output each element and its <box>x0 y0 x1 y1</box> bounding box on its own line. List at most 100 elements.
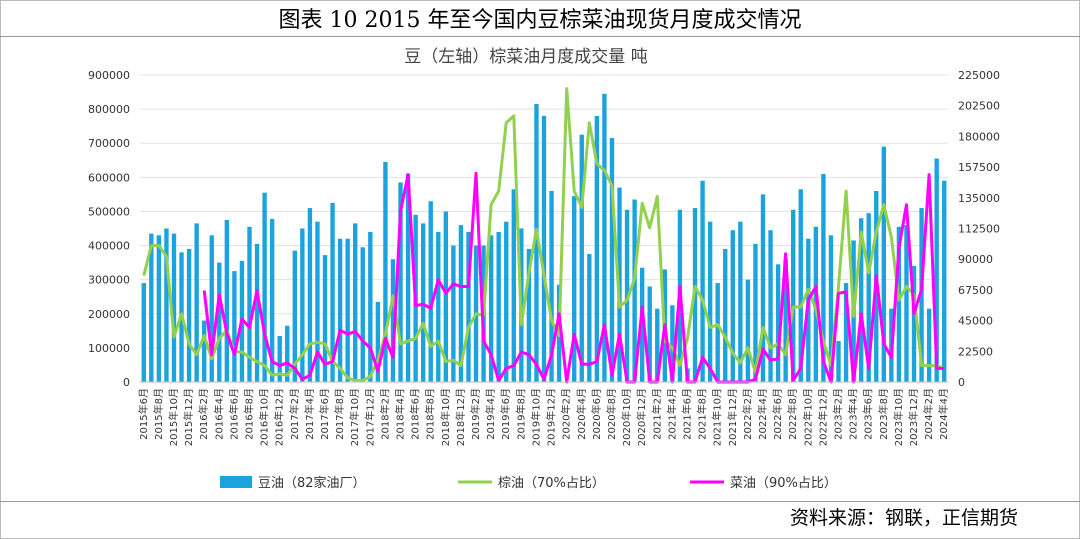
right-tick-label: 225000 <box>958 69 1000 82</box>
x-tick-label: 2022年6月 <box>771 388 784 440</box>
bar <box>254 243 260 382</box>
bar <box>436 231 441 382</box>
bar <box>285 325 290 382</box>
x-tick-label: 2016年4月 <box>212 388 225 440</box>
bar <box>760 194 766 382</box>
left-tick-label: 300000 <box>88 274 130 287</box>
bar <box>511 189 516 382</box>
x-tick-label: 2021年4月 <box>665 388 678 440</box>
x-tick-label: 2018年12月 <box>454 388 467 446</box>
legend-swatch-soybean <box>220 476 252 488</box>
bar <box>602 93 607 382</box>
legend-label-rapeseed: 菜油（90%占比） <box>730 476 837 491</box>
bar <box>496 231 501 382</box>
bar <box>375 301 381 382</box>
bar <box>526 248 532 382</box>
bar <box>707 221 713 382</box>
bar <box>881 146 887 382</box>
x-tick-label: 2015年12月 <box>182 388 195 446</box>
bar <box>322 255 328 382</box>
bar <box>821 173 826 382</box>
bar <box>307 208 313 382</box>
left-tick-label: 0 <box>123 376 130 389</box>
bar <box>723 248 728 382</box>
x-tick-label: 2017年2月 <box>288 388 301 440</box>
bar <box>579 134 584 382</box>
x-tick-label: 2016年6月 <box>227 388 240 440</box>
bar <box>738 221 743 382</box>
bar <box>904 225 909 382</box>
x-tick-label: 2022年8月 <box>786 388 799 440</box>
x-tick-label: 2022年2月 <box>741 388 754 440</box>
bar <box>647 286 652 382</box>
x-tick-label: 2018年6月 <box>409 388 422 440</box>
bar <box>534 103 539 382</box>
bar <box>360 247 365 382</box>
bar <box>655 308 660 382</box>
left-tick-label: 100000 <box>88 342 130 355</box>
x-tick-label: 2019年6月 <box>499 388 512 440</box>
x-tick-label: 2023年4月 <box>847 388 860 440</box>
right-tick-label: 157500 <box>958 161 1000 174</box>
rapeseed-oil-line <box>202 171 945 384</box>
bar <box>587 254 592 382</box>
bar <box>745 279 751 382</box>
bar <box>609 138 615 382</box>
title-divider <box>0 36 1080 37</box>
right-tick-label: 180000 <box>958 130 1000 143</box>
bar <box>942 180 947 382</box>
bar <box>572 196 577 382</box>
bar <box>504 221 509 382</box>
bar <box>353 223 358 382</box>
left-tick-label: 400000 <box>88 240 130 253</box>
x-tick-label: 2018年4月 <box>394 388 407 440</box>
bar <box>594 115 600 382</box>
x-tick-label: 2021年2月 <box>650 388 663 440</box>
bar <box>149 233 154 382</box>
bar <box>300 228 305 382</box>
x-tick-label: 2015年10月 <box>167 388 180 446</box>
bar <box>405 173 411 382</box>
x-tick-label: 2016年10月 <box>258 388 271 446</box>
right-tick-label: 90000 <box>958 253 993 266</box>
bar <box>730 230 735 382</box>
bar <box>232 271 237 382</box>
x-tick-label: 2016年2月 <box>197 388 210 440</box>
x-tick-label: 2022年12月 <box>816 388 829 446</box>
legend: 豆油（82家油厂） 棕油（70%占比） 菜油（90%占比） <box>220 475 837 491</box>
left-tick-label: 700000 <box>88 137 130 150</box>
bar <box>262 192 267 382</box>
bar <box>315 221 320 382</box>
legend-label-palm: 棕油（70%占比） <box>498 476 605 491</box>
bar <box>209 235 214 382</box>
x-tick-label: 2023年12月 <box>907 388 920 446</box>
bar <box>224 219 230 382</box>
bar <box>186 248 192 382</box>
x-tick-label: 2021年12月 <box>726 388 739 446</box>
x-tick-label: 2019年2月 <box>469 388 482 440</box>
bar <box>828 235 834 382</box>
bar <box>337 238 343 382</box>
left-tick-label: 800000 <box>88 103 130 116</box>
right-tick-label: 112500 <box>958 223 1000 236</box>
bar <box>171 233 177 382</box>
bar <box>715 283 720 382</box>
bar <box>330 202 335 382</box>
x-tick-label: 2017年8月 <box>333 388 346 440</box>
bar <box>466 231 471 382</box>
right-tick-label: 202500 <box>958 100 1000 113</box>
x-tick-label: 2019年10月 <box>529 388 542 446</box>
legend-label-soybean: 豆油（82家油厂） <box>258 475 366 491</box>
x-tick-label: 2023年10月 <box>892 388 905 446</box>
left-axis: 0 100000 200000 300000 400000 500000 600000 700… <box>88 69 130 389</box>
x-tick-label: 2016年12月 <box>273 388 286 446</box>
x-tick-label: 2015年8月 <box>152 388 165 440</box>
x-tick-label: 2020年8月 <box>605 388 618 440</box>
chart-title: 豆（左轴）棕菜油月度成交量 吨 <box>404 47 647 67</box>
right-tick-label: 0 <box>958 376 965 389</box>
bar <box>791 209 796 382</box>
bar <box>141 283 146 382</box>
bar <box>164 228 169 382</box>
x-tick-label: 2018年2月 <box>378 388 391 440</box>
